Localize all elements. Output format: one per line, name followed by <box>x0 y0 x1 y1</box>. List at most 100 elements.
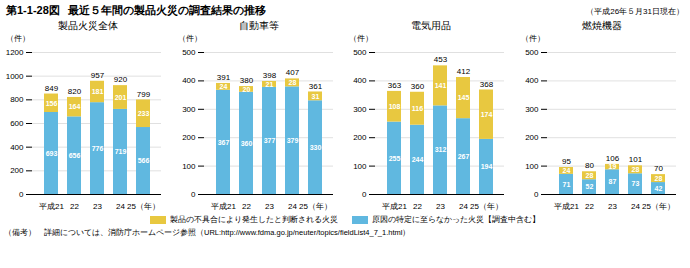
svg-text:（件）: （件） <box>6 34 30 43</box>
svg-text:28: 28 <box>632 166 640 173</box>
svg-text:799: 799 <box>137 90 151 99</box>
svg-text:407: 407 <box>285 68 299 77</box>
svg-text:920: 920 <box>114 75 128 84</box>
svg-text:71: 71 <box>563 181 571 188</box>
svg-text:200: 200 <box>353 133 367 142</box>
svg-text:21: 21 <box>265 81 273 88</box>
svg-text:200: 200 <box>182 133 196 142</box>
svg-text:100: 100 <box>353 162 367 171</box>
svg-text:25（年）: 25（年） <box>470 202 503 211</box>
svg-text:164: 164 <box>69 103 81 110</box>
svg-text:181: 181 <box>92 88 104 95</box>
svg-text:22: 22 <box>70 202 79 211</box>
svg-text:380: 380 <box>239 76 253 85</box>
svg-text:95: 95 <box>562 157 571 166</box>
svg-text:600: 600 <box>10 119 24 128</box>
svg-text:300: 300 <box>353 105 367 114</box>
svg-text:116: 116 <box>412 105 423 112</box>
svg-text:101: 101 <box>629 155 643 164</box>
svg-text:363: 363 <box>388 81 402 90</box>
svg-text:400: 400 <box>525 76 539 85</box>
svg-text:719: 719 <box>115 148 127 155</box>
svg-text:400: 400 <box>182 76 196 85</box>
svg-text:194: 194 <box>481 163 493 170</box>
svg-text:368: 368 <box>480 80 494 89</box>
svg-text:平成21: 平成21 <box>554 202 579 211</box>
svg-text:377: 377 <box>263 137 275 144</box>
svg-text:22: 22 <box>242 202 251 211</box>
svg-text:500: 500 <box>182 48 196 57</box>
svg-text:73: 73 <box>632 180 640 187</box>
svg-text:566: 566 <box>138 157 150 164</box>
svg-text:0: 0 <box>191 190 196 199</box>
svg-text:201: 201 <box>115 94 127 101</box>
svg-text:100: 100 <box>182 162 196 171</box>
svg-text:849: 849 <box>45 84 59 93</box>
svg-text:453: 453 <box>434 55 448 64</box>
svg-text:141: 141 <box>435 82 447 89</box>
svg-text:1200: 1200 <box>6 48 24 57</box>
svg-text:300: 300 <box>525 105 539 114</box>
svg-text:平成21: 平成21 <box>211 202 236 211</box>
svg-text:52: 52 <box>586 183 594 190</box>
svg-text:42: 42 <box>655 185 663 192</box>
svg-text:23: 23 <box>608 202 617 211</box>
svg-text:233: 233 <box>138 110 150 117</box>
svg-text:23: 23 <box>265 202 274 211</box>
svg-text:平成21: 平成21 <box>382 202 407 211</box>
svg-text:391: 391 <box>216 73 230 82</box>
svg-text:100: 100 <box>525 162 539 171</box>
svg-text:398: 398 <box>262 71 276 80</box>
svg-text:25（年）: 25（年） <box>299 202 332 211</box>
svg-text:19: 19 <box>609 163 617 170</box>
svg-text:500: 500 <box>525 48 539 57</box>
svg-text:0: 0 <box>19 190 24 199</box>
svg-text:656: 656 <box>69 152 81 159</box>
svg-text:312: 312 <box>435 146 447 153</box>
svg-text:957: 957 <box>91 71 105 80</box>
svg-text:500: 500 <box>353 48 367 57</box>
svg-text:300: 300 <box>182 105 196 114</box>
svg-text:（件）: （件） <box>177 34 201 43</box>
svg-text:367: 367 <box>217 139 229 146</box>
svg-text:80: 80 <box>585 161 594 170</box>
svg-text:106: 106 <box>606 154 620 163</box>
svg-text:379: 379 <box>286 137 298 144</box>
svg-text:70: 70 <box>654 164 663 173</box>
svg-text:87: 87 <box>609 178 617 185</box>
svg-text:693: 693 <box>46 150 58 157</box>
svg-text:820: 820 <box>68 87 82 96</box>
svg-text:20: 20 <box>242 86 250 93</box>
svg-text:28: 28 <box>655 175 663 182</box>
svg-text:412: 412 <box>457 67 471 76</box>
svg-text:24: 24 <box>219 83 227 90</box>
svg-text:174: 174 <box>481 111 493 118</box>
svg-text:25（年）: 25（年） <box>642 202 675 211</box>
svg-text:108: 108 <box>389 103 401 110</box>
svg-text:0: 0 <box>534 190 539 199</box>
svg-text:255: 255 <box>389 155 401 162</box>
svg-text:400: 400 <box>10 143 24 152</box>
svg-text:267: 267 <box>458 153 470 160</box>
svg-text:28: 28 <box>586 172 594 179</box>
svg-text:360: 360 <box>411 82 425 91</box>
svg-text:24: 24 <box>563 167 571 174</box>
svg-text:（件）: （件） <box>520 34 544 43</box>
svg-text:361: 361 <box>308 82 322 91</box>
svg-text:（件）: （件） <box>349 34 373 43</box>
svg-text:22: 22 <box>585 202 594 211</box>
svg-text:28: 28 <box>288 79 296 86</box>
svg-text:23: 23 <box>436 202 445 211</box>
svg-text:200: 200 <box>525 133 539 142</box>
svg-text:244: 244 <box>412 156 424 163</box>
svg-text:1000: 1000 <box>6 72 24 81</box>
svg-text:平成21: 平成21 <box>39 202 64 211</box>
svg-text:31: 31 <box>311 93 319 100</box>
svg-text:24: 24 <box>631 202 640 211</box>
svg-text:330: 330 <box>309 144 321 151</box>
svg-text:25（年）: 25（年） <box>127 202 160 211</box>
svg-text:0: 0 <box>362 190 367 199</box>
svg-text:24: 24 <box>288 202 297 211</box>
svg-text:776: 776 <box>92 145 104 152</box>
svg-text:24: 24 <box>116 202 125 211</box>
